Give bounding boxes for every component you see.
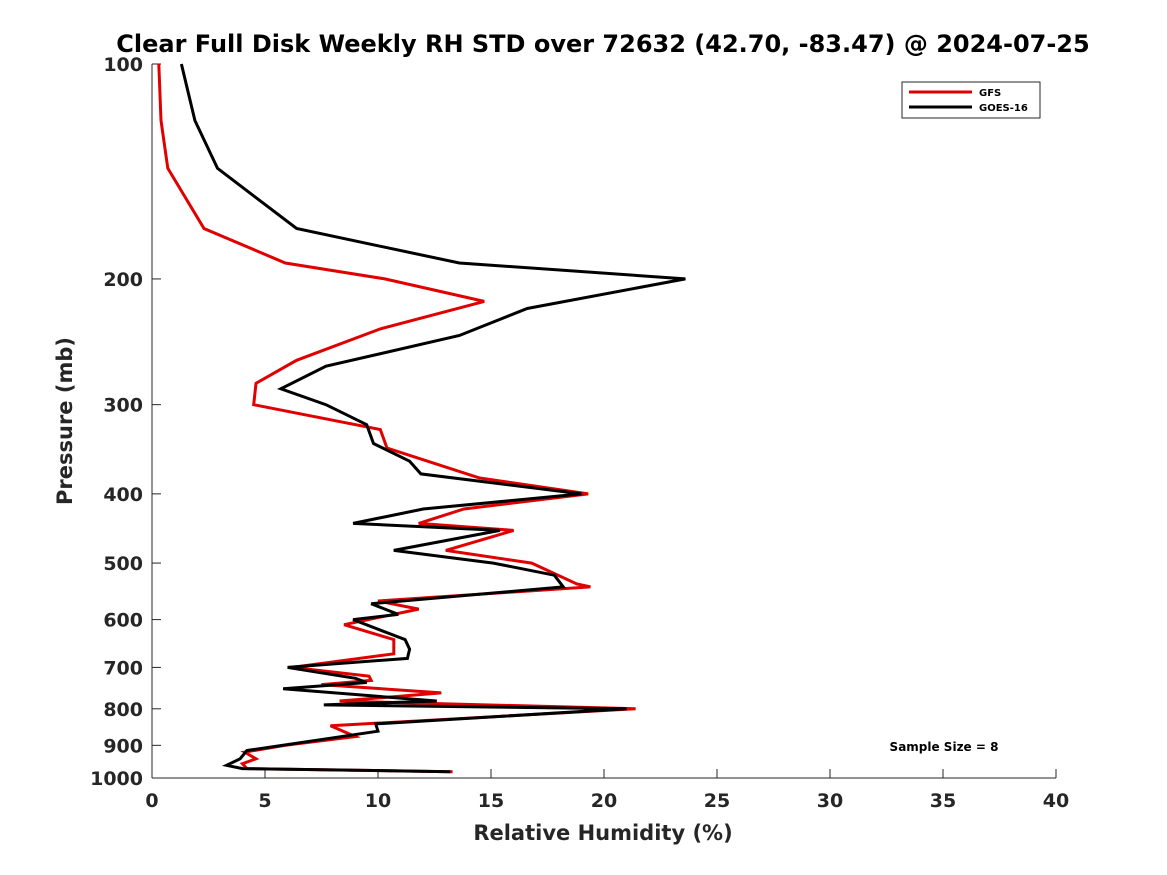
y-tick-label: 1000: [90, 768, 143, 790]
legend-label-gfs: GFS: [979, 88, 1001, 99]
y-tick-label: 500: [103, 553, 143, 575]
y-tick-label: 300: [103, 395, 143, 417]
y-tick-label: 700: [103, 657, 143, 679]
y-tick-label: 100: [103, 54, 143, 76]
y-tick-label: 800: [103, 699, 143, 721]
chart-title: Clear Full Disk Weekly RH STD over 72632…: [116, 30, 1089, 58]
series-layer: [157, 63, 686, 774]
x-axis-label: Relative Humidity (%): [473, 821, 732, 845]
series-line-goes-16: [179, 63, 686, 774]
x-tick-label: 0: [145, 790, 158, 812]
axes: 0 5 10 15 20 25 30 35 40 100 200 300 400 500 600 700 800…: [90, 54, 1069, 812]
y-tick-label: 600: [103, 610, 143, 632]
x-tick-label: 40: [1043, 790, 1069, 812]
x-tick-label: 5: [258, 790, 271, 812]
sample-size-annotation: Sample Size = 8: [890, 740, 999, 754]
x-tick-label: 20: [591, 790, 617, 812]
x-tick-label: 25: [704, 790, 730, 812]
legend: GFS GOES-16: [901, 81, 1041, 119]
x-tick-label: 15: [478, 790, 504, 812]
x-tick-label: 35: [930, 790, 956, 812]
series-line-gfs: [157, 63, 636, 774]
y-tick-label: 200: [103, 269, 143, 291]
x-tick-label: 30: [817, 790, 843, 812]
x-tick-label: 10: [365, 790, 391, 812]
legend-label-goes-16: GOES-16: [979, 103, 1028, 114]
y-axis-label: Pressure (mb): [53, 337, 77, 505]
y-tick-label: 400: [103, 484, 143, 506]
legend-box: [901, 81, 1041, 119]
y-tick-label: 900: [103, 735, 143, 757]
